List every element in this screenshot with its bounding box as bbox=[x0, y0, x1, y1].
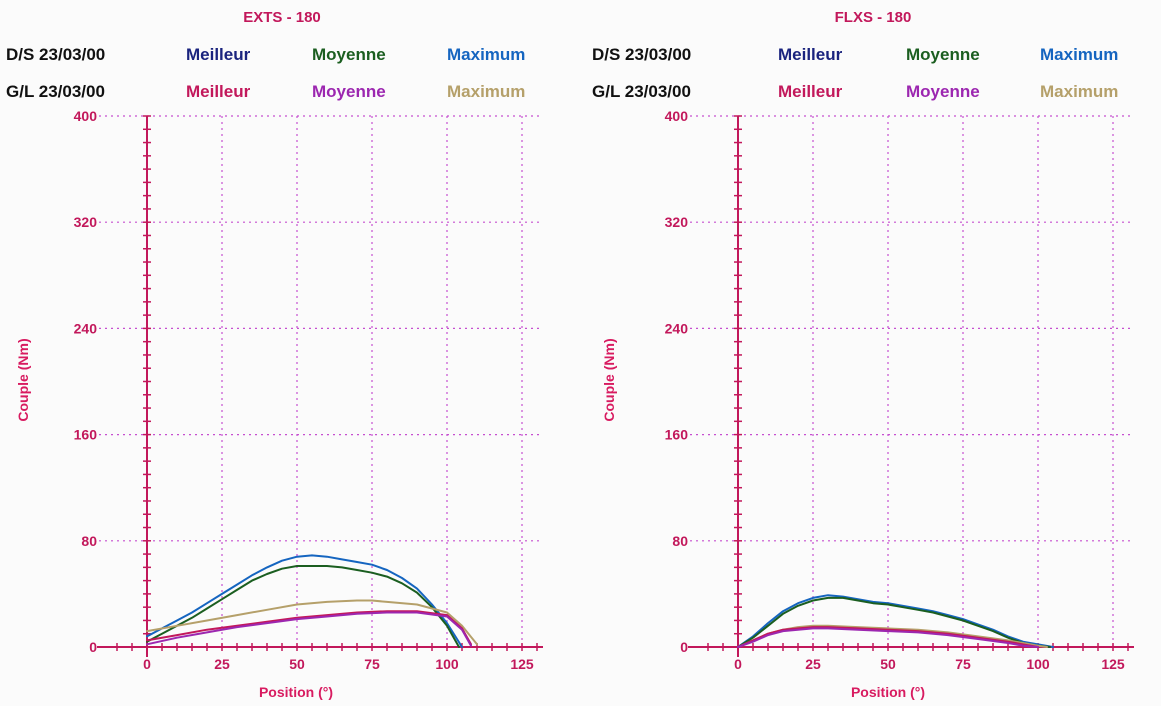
series-line bbox=[737, 626, 1039, 648]
y-tick-label: 400 bbox=[665, 108, 689, 124]
legend-entry: Meilleur bbox=[186, 45, 251, 64]
legend-row-label: G/L 23/03/00 bbox=[592, 82, 691, 101]
chart-title: EXTS - 180 bbox=[243, 9, 321, 26]
x-tick-label: 75 bbox=[364, 656, 380, 672]
legend-row-label: G/L 23/03/00 bbox=[6, 82, 105, 101]
x-tick-label: 50 bbox=[289, 656, 305, 672]
y-axis-label: Couple (Nm) bbox=[601, 338, 617, 421]
y-axis-label: Couple (Nm) bbox=[15, 338, 31, 421]
chart-title: FLXS - 180 bbox=[835, 9, 912, 26]
y-tick-label: 160 bbox=[665, 427, 689, 443]
series-line bbox=[737, 627, 1039, 648]
x-tick-label: 25 bbox=[214, 656, 230, 672]
x-tick-label: 75 bbox=[955, 656, 971, 672]
chart-flxs: FLXS - 180 D/S 23/03/00 Meilleur Moyenne… bbox=[592, 9, 1134, 700]
legend-entry: Moyenne bbox=[312, 45, 386, 64]
legend-entry: Moyenne bbox=[312, 82, 386, 101]
legend-row-label: D/S 23/03/00 bbox=[6, 45, 105, 64]
y-tick-label: 0 bbox=[89, 639, 97, 655]
x-tick-label: 100 bbox=[435, 656, 459, 672]
y-tick-label: 80 bbox=[81, 533, 97, 549]
x-tick-label: 50 bbox=[880, 656, 896, 672]
y-tick-label: 0 bbox=[680, 639, 688, 655]
legend-entry: Maximum bbox=[1040, 82, 1118, 101]
series-line bbox=[146, 565, 460, 648]
legend-entry: Maximum bbox=[1040, 45, 1118, 64]
legend: D/S 23/03/00 Meilleur Moyenne Maximum G/… bbox=[6, 45, 525, 101]
y-tick-label: 320 bbox=[74, 214, 98, 230]
y-tick-label: 240 bbox=[74, 320, 98, 336]
y-tick-label: 160 bbox=[74, 427, 98, 443]
series-line bbox=[737, 596, 1051, 648]
x-tick-label: 0 bbox=[143, 656, 151, 672]
y-tick-label: 320 bbox=[665, 214, 689, 230]
x-tick-label: 125 bbox=[1101, 656, 1125, 672]
legend: D/S 23/03/00 Meilleur Moyenne Maximum G/… bbox=[592, 45, 1118, 101]
legend-entry: Meilleur bbox=[778, 82, 843, 101]
x-tick-label: 125 bbox=[510, 656, 534, 672]
chart-exts: EXTS - 180 D/S 23/03/00 Meilleur Moyenne… bbox=[6, 9, 543, 700]
legend-entry: Meilleur bbox=[778, 45, 843, 64]
legend-entry: Moyenne bbox=[906, 45, 980, 64]
legend-row-label: D/S 23/03/00 bbox=[592, 45, 691, 64]
series-line bbox=[737, 594, 1054, 648]
series-line bbox=[146, 599, 478, 646]
y-tick-label: 240 bbox=[665, 320, 689, 336]
x-tick-label: 0 bbox=[734, 656, 742, 672]
x-axis-label: Position (°) bbox=[259, 684, 333, 700]
legend-entry: Meilleur bbox=[186, 82, 251, 101]
plot-area: 0 80 160 240 320 400 0 25 50 75 100 125 bbox=[74, 108, 543, 672]
series-line bbox=[146, 611, 472, 647]
legend-entry: Moyenne bbox=[906, 82, 980, 101]
plot-area: 0 80 160 240 320 400 0 25 50 75 100 125 bbox=[665, 108, 1134, 672]
y-tick-label: 400 bbox=[74, 108, 98, 124]
y-tick-label: 80 bbox=[672, 533, 688, 549]
legend-entry: Maximum bbox=[447, 82, 525, 101]
x-axis-label: Position (°) bbox=[851, 684, 925, 700]
legend-entry: Maximum bbox=[447, 45, 525, 64]
x-tick-label: 25 bbox=[805, 656, 821, 672]
series-line bbox=[146, 610, 472, 646]
series-line bbox=[146, 554, 463, 648]
x-tick-label: 100 bbox=[1026, 656, 1050, 672]
